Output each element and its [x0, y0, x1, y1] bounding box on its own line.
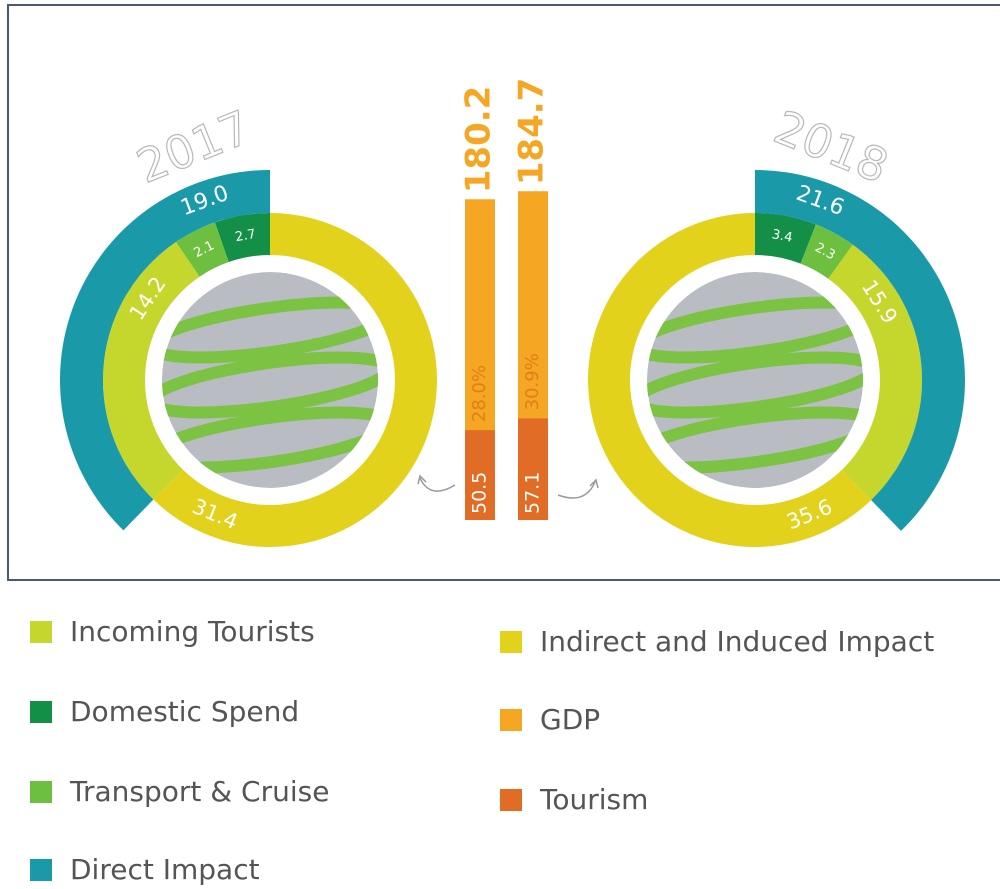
tourism-bar: [518, 418, 548, 520]
gdp-label: 184.7: [512, 78, 552, 186]
legend-label: GDP: [540, 703, 600, 736]
globe: [162, 272, 378, 488]
donut-segment: [800, 224, 853, 279]
donut-segment: [103, 242, 200, 500]
value-label: 3.4: [771, 227, 794, 246]
legend-label: Direct Impact: [70, 853, 260, 886]
tourism-label: 50.5: [469, 472, 491, 514]
tourism-label: 57.1: [522, 472, 544, 514]
globe: [647, 272, 863, 488]
legend-label: Domestic Spend: [70, 695, 299, 728]
legend-label: Incoming Tourists: [70, 615, 315, 648]
frame: [7, 4, 1000, 581]
donut-segment: [214, 213, 270, 263]
legend-swatch: [500, 631, 522, 653]
legend-swatch: [500, 789, 522, 811]
legend-label: Transport & Cruise: [69, 775, 329, 808]
legend-swatch: [30, 701, 52, 723]
donut-segment: [755, 213, 816, 264]
arrow: [557, 481, 596, 499]
arrow-head: [417, 474, 427, 485]
value-label: 2.7: [234, 227, 257, 245]
donut-segment: [153, 213, 437, 547]
donut-segment: [59, 170, 270, 531]
legend-swatch: [500, 709, 522, 731]
arrow: [419, 477, 456, 492]
legend-swatch: [30, 859, 52, 881]
donut-segment: [828, 244, 923, 501]
legend-swatch: [30, 621, 52, 643]
tourism-bar: [465, 430, 495, 520]
share-label: 30.9%: [522, 353, 543, 410]
arrow-head: [589, 478, 599, 489]
donut-segment: [755, 170, 965, 531]
legend-swatch: [30, 781, 52, 803]
legend-label: Indirect and Induced Impact: [540, 625, 934, 658]
share-label: 28.0%: [469, 365, 490, 422]
donut-segment: [175, 222, 229, 277]
gdp-label: 180.2: [459, 86, 499, 194]
legend-label: Tourism: [539, 783, 648, 816]
donut-segment: [588, 213, 872, 547]
